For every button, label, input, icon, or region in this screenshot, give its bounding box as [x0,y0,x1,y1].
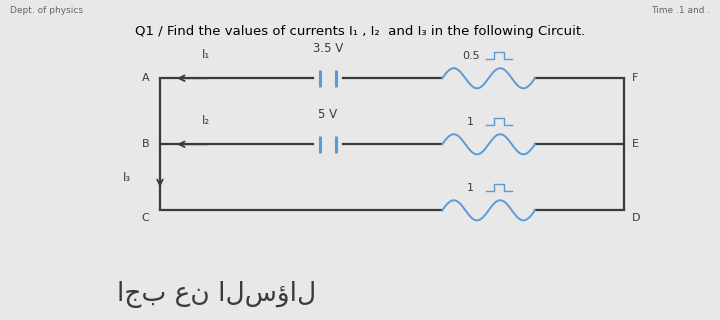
Text: 5 V: 5 V [318,108,338,121]
Text: A: A [142,73,149,83]
Text: C: C [142,213,149,223]
Text: B: B [142,139,149,149]
Text: Q1 / Find the values of currents I₁ , I₂  and I₃ in the following Circuit.: Q1 / Find the values of currents I₁ , I₂… [135,25,585,38]
Text: 3.5 V: 3.5 V [312,42,343,55]
Text: Dept. of physics: Dept. of physics [10,6,83,15]
Text: E: E [631,139,639,149]
Text: I₂: I₂ [202,114,210,127]
Text: Time .1 and .: Time .1 and . [651,6,710,15]
Text: D: D [631,213,640,223]
Text: 1: 1 [467,117,474,127]
Text: I₃: I₃ [123,171,131,184]
Text: 0.5: 0.5 [462,51,480,61]
Text: اجب عن السؤال: اجب عن السؤال [117,281,317,308]
Text: F: F [631,73,638,83]
Text: I₁: I₁ [202,48,210,61]
Text: 1: 1 [467,183,474,193]
